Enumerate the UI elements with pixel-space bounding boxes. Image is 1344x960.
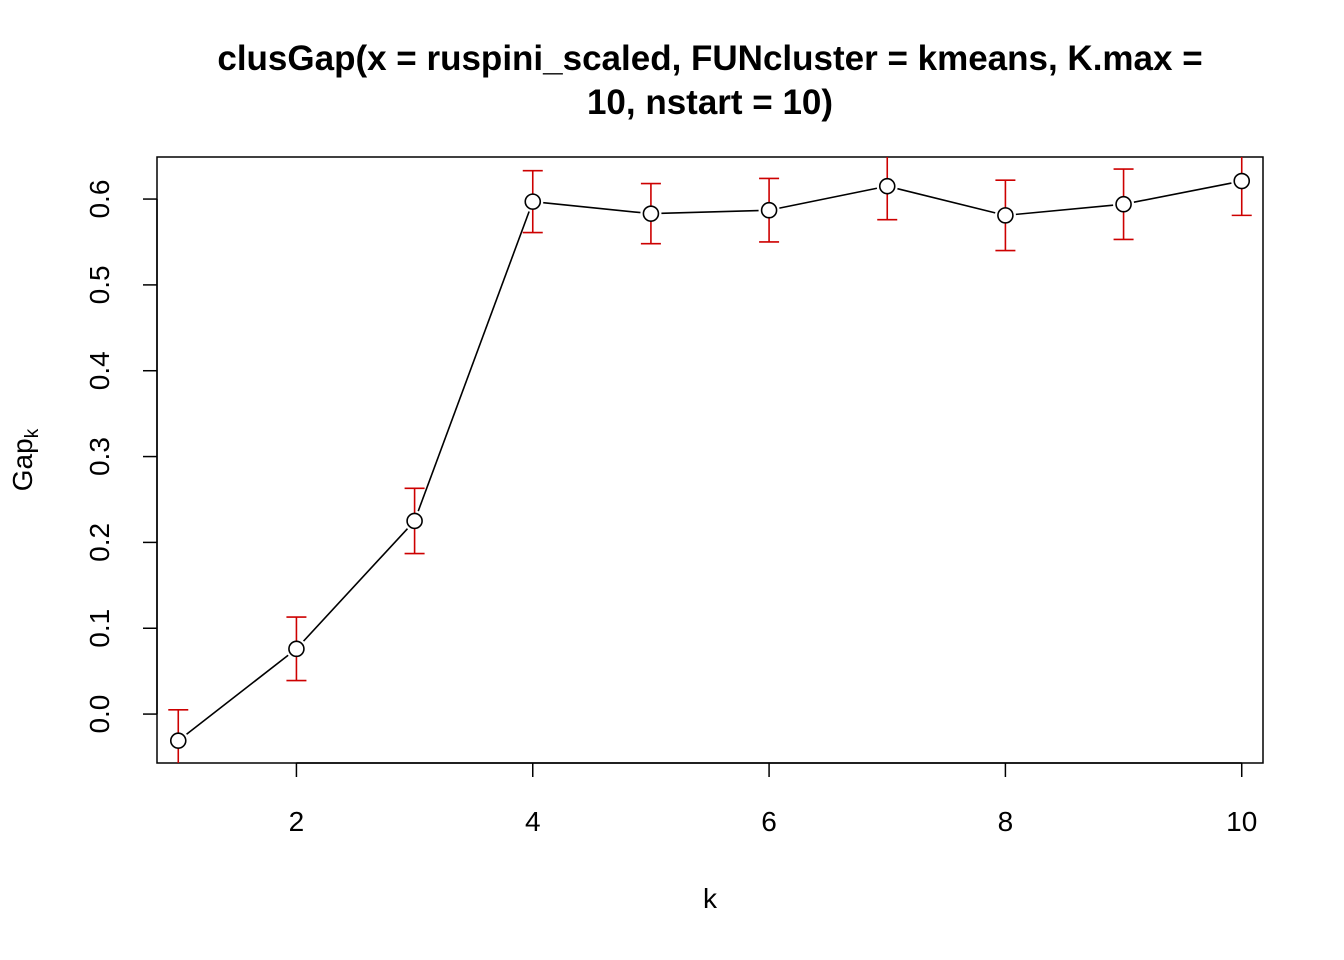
y-tick-label: 0.5 <box>84 265 115 304</box>
x-axis-label: k <box>703 883 718 914</box>
x-tick-label: 6 <box>761 806 777 837</box>
y-axis-label: Gapk <box>7 428 43 491</box>
series-segment <box>186 654 289 735</box>
series-segment <box>1133 182 1232 203</box>
data-point <box>1115 195 1132 213</box>
y-axis-label-subscript: k <box>22 428 43 438</box>
chart-title-line: 10, nstart = 10) <box>587 83 833 122</box>
y-tick-label: 0.2 <box>84 523 115 562</box>
y-tick-label: 0.0 <box>84 695 115 734</box>
data-point <box>524 193 542 210</box>
data-point <box>878 177 896 195</box>
data-point <box>288 640 305 658</box>
data-point <box>642 205 660 222</box>
y-axis: 0.0 0.1 0.2 0.3 0.4 0.5 0.6 <box>84 180 158 734</box>
x-tick-label: 4 <box>525 806 541 837</box>
y-tick-label: 0.1 <box>84 609 115 648</box>
data-point <box>760 201 778 219</box>
y-axis-label-main: Gap <box>7 438 38 491</box>
y-tick-label: 0.3 <box>84 437 115 476</box>
series-segment <box>417 211 530 512</box>
data-point <box>406 512 423 530</box>
chart-title: clusGap(x = ruspini_scaled, FUNcluster =… <box>217 39 1202 122</box>
series-segment <box>302 528 409 642</box>
y-tick-label: 0.4 <box>84 351 115 390</box>
x-tick-label: 8 <box>998 806 1014 837</box>
data-points <box>169 172 1251 749</box>
series-segment <box>661 209 759 215</box>
data-point <box>1233 172 1251 190</box>
series-segment <box>779 187 878 209</box>
x-axis: 2 4 6 8 10 <box>289 762 1257 837</box>
x-tick-label: 10 <box>1226 806 1257 837</box>
series-segment <box>543 201 641 214</box>
series-line <box>186 182 1232 735</box>
data-point <box>997 207 1014 224</box>
series-segment <box>1015 204 1114 216</box>
plot-frame <box>156 156 1264 764</box>
chart-title-line: clusGap(x = ruspini_scaled, FUNcluster =… <box>217 39 1202 78</box>
error-bars <box>168 157 1252 763</box>
x-tick-label: 2 <box>289 806 305 837</box>
data-point <box>169 732 187 749</box>
series-segment <box>897 187 996 214</box>
y-tick-label: 0.6 <box>84 180 115 219</box>
